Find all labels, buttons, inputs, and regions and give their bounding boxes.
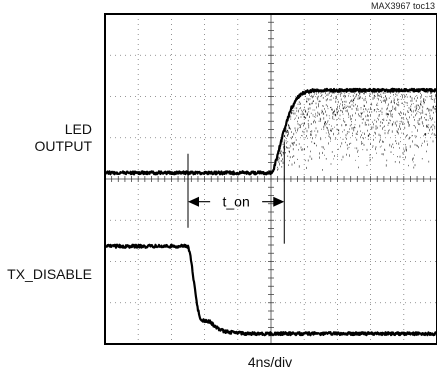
t-on-annotation: t_on	[187, 141, 285, 244]
tx-disable-channel-label: TX_DISABLE	[7, 266, 92, 282]
t-on-arrowhead-right	[273, 196, 285, 207]
plot-frame	[104, 13, 437, 345]
led-label-line2: OUTPUT	[34, 138, 92, 154]
led-label-line1: LED	[64, 121, 92, 137]
figure-id: MAX3967 toc13	[370, 1, 435, 11]
tx-disable-trace	[105, 243, 437, 337]
t-on-arrowhead-left	[188, 196, 199, 207]
scope-grid	[105, 14, 437, 344]
t-on-label: t_on	[223, 194, 250, 210]
led-output-noise-band	[277, 88, 437, 171]
traces	[105, 87, 437, 337]
x-axis-label: 4ns/div	[247, 354, 293, 370]
led-output-channel-label: LED OUTPUT	[2, 121, 92, 155]
led-output-trace	[105, 87, 437, 176]
